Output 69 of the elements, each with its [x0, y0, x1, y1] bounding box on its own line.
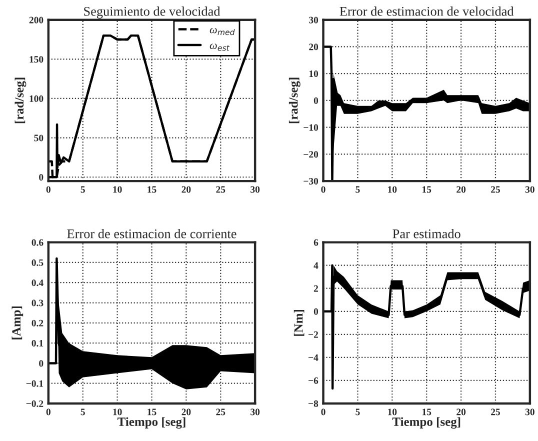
x-tick-label: 5: [356, 408, 360, 416]
x-tick-label: 30: [525, 408, 534, 416]
x-tick-label: 25: [491, 408, 500, 416]
chart-title: Par estimado: [392, 228, 460, 238]
x-axis-title: Tiempo [seg]: [392, 417, 460, 429]
x-tick-label: 0: [321, 186, 326, 193]
x-tick-label: 30: [250, 186, 260, 193]
y-tick-label: −0.1: [26, 380, 44, 387]
x-tick-label: 25: [491, 186, 500, 193]
x-tick-label: 25: [216, 186, 226, 193]
x-tick-label: 20: [456, 408, 466, 416]
y-tick-label: −0.2: [26, 400, 44, 408]
y-axis-title: [rad/seg]: [14, 78, 26, 124]
x-tick-label: 25: [216, 408, 226, 416]
y-tick-label: −2: [308, 331, 318, 338]
y-tick-label: 0.6: [32, 239, 44, 246]
x-tick-label: 5: [80, 408, 85, 416]
y-tick-label: −20: [304, 151, 318, 158]
y-tick-label: 50: [34, 134, 44, 142]
legend-label: ω$_{est}$: [210, 44, 230, 51]
x-tick-label: 10: [388, 408, 397, 416]
x-tick-label: 10: [113, 186, 122, 193]
y-tick-label: 30: [309, 16, 318, 24]
y-tick-label: 20: [309, 44, 318, 50]
y-tick-label: 150: [30, 56, 44, 63]
x-tick-label: 30: [525, 186, 534, 193]
y-tick-label: −30: [304, 178, 318, 185]
y-tick-label: 0: [314, 308, 318, 315]
y-tick-label: 0.4: [32, 280, 44, 286]
y-axis-title: [Nm]: [294, 310, 304, 336]
y-tick-label: 6: [314, 239, 318, 246]
x-tick-label: 15: [148, 186, 156, 193]
y-tick-label: 10: [309, 70, 318, 78]
y-tick-label: 0: [39, 174, 44, 181]
y-axis-title: [Amp]: [12, 306, 24, 340]
chart-title: Seguimiento de velocidad: [84, 6, 220, 19]
y-tick-label: 2: [314, 285, 318, 292]
y-tick-label: −8: [308, 400, 318, 407]
y-tick-label: −10: [304, 124, 318, 131]
x-tick-label: 0: [46, 186, 50, 193]
y-tick-label: −4: [308, 354, 318, 361]
legend-label: ω$_{med}$: [210, 28, 235, 36]
x-tick-label: 0: [321, 408, 326, 416]
x-tick-label: 15: [422, 408, 432, 416]
x-tick-label: 20: [182, 408, 191, 416]
y-tick-label: 0: [314, 97, 318, 104]
y-tick-label: 4: [314, 262, 318, 269]
x-tick-label: 0: [46, 408, 50, 416]
y-tick-label: −6: [308, 377, 318, 384]
x-tick-label: 15: [148, 408, 156, 416]
y-tick-label: 0.3: [32, 300, 44, 306]
y-tick-label: 0.5: [32, 259, 44, 266]
y-tick-label: 100: [30, 95, 44, 102]
y-tick-label: 200: [29, 16, 44, 24]
chart-title: Error de estimacion de corriente: [67, 228, 236, 238]
y-tick-label: 0: [39, 360, 44, 367]
x-tick-label: 20: [456, 186, 466, 193]
x-tick-label: 10: [113, 408, 122, 416]
y-axis-title: [rad/seg]: [288, 78, 300, 124]
y-tick-label: 0.1: [32, 340, 44, 347]
x-tick-label: 5: [80, 186, 85, 193]
x-tick-label: 20: [182, 186, 191, 193]
x-axis-title: Tiempo [seg]: [118, 417, 186, 429]
x-tick-label: 10: [388, 186, 397, 193]
x-tick-label: 5: [356, 186, 360, 193]
x-tick-label: 30: [250, 408, 260, 416]
chart-title: Error de estimacion de velocidad: [340, 6, 514, 16]
x-tick-label: 15: [422, 186, 432, 193]
y-tick-label: 0.2: [32, 320, 44, 326]
